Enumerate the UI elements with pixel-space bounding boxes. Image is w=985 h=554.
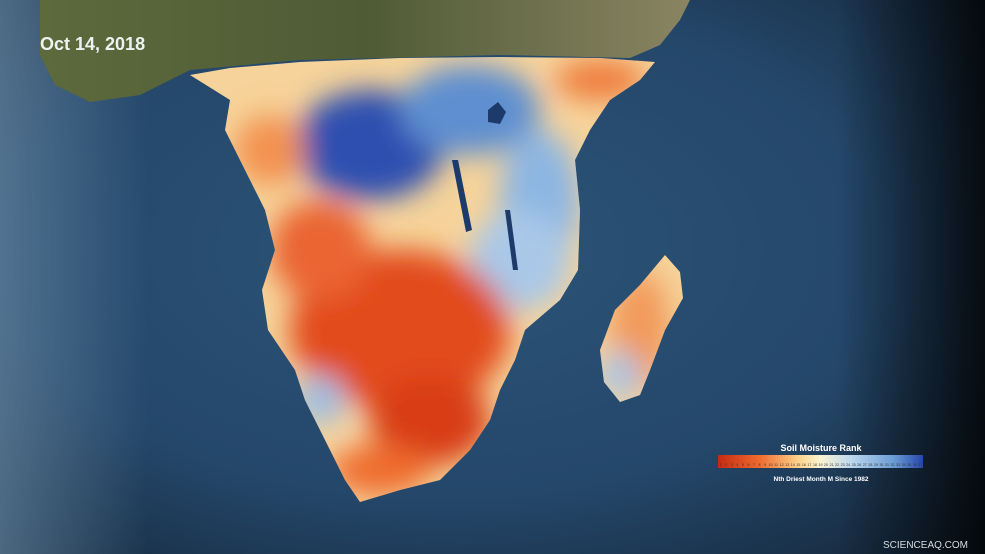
- legend-tick-label: 12: [780, 463, 784, 467]
- legend-title: Soil Moisture Rank: [780, 443, 862, 453]
- legend-tick-label: 4: [736, 463, 738, 467]
- legend-tick-label: 2: [725, 463, 727, 467]
- legend-tick-label: 28: [868, 463, 872, 467]
- legend-tick-label: 9: [764, 463, 766, 467]
- legend-tick-label: 10: [769, 463, 773, 467]
- legend-tick-label: 14: [791, 463, 795, 467]
- legend-tick-label: 11: [774, 463, 778, 467]
- legend-tick-label: 1: [720, 463, 722, 467]
- legend-tick-label: 13: [785, 463, 789, 467]
- legend-tick-label: 24: [846, 463, 850, 467]
- legend-tick-label: 19: [819, 463, 823, 467]
- legend-tick-label: 34: [902, 463, 906, 467]
- legend-ticks: 1 2 3 4 5 6 7 8 9 10 11 12 13 14 15 16 17 18 19 20 21 22 23 24 2…: [720, 463, 922, 467]
- legend-tick-label: 7: [753, 463, 755, 467]
- legend-tick-label: 27: [863, 463, 867, 467]
- legend-tick-label: 33: [896, 463, 900, 467]
- legend-tick-label: 35: [907, 463, 911, 467]
- legend-tick-label: 22: [835, 463, 839, 467]
- legend-colorbar: [718, 455, 923, 468]
- legend-tick-label: 23: [841, 463, 845, 467]
- legend-tick-label: 30: [879, 463, 883, 467]
- date-label: Oct 14, 2018: [40, 34, 145, 54]
- legend-tick-label: 6: [747, 463, 749, 467]
- legend-tick-label: 36: [913, 463, 917, 467]
- legend-tick-label: 3: [731, 463, 733, 467]
- legend-tick-label: 20: [824, 463, 828, 467]
- legend-tick-label: 15: [796, 463, 800, 467]
- legend-tick-label: 32: [891, 463, 895, 467]
- legend-tick-label: 21: [830, 463, 834, 467]
- legend-tick-label: 5: [742, 463, 744, 467]
- legend-tick-label: 8: [759, 463, 761, 467]
- legend-tick-label: 16: [802, 463, 806, 467]
- legend-tick-label: 37: [918, 463, 922, 467]
- legend-tick-label: 18: [813, 463, 817, 467]
- legend-caption: Nth Driest Month M Since 1982: [774, 476, 869, 483]
- legend-tick-label: 26: [857, 463, 861, 467]
- legend-tick-label: 31: [885, 463, 889, 467]
- legend-tick-label: 17: [807, 463, 811, 467]
- legend-tick-label: 29: [874, 463, 878, 467]
- legend-tick-label: 25: [852, 463, 856, 467]
- watermark: SCIENCEAQ.COM: [883, 540, 968, 551]
